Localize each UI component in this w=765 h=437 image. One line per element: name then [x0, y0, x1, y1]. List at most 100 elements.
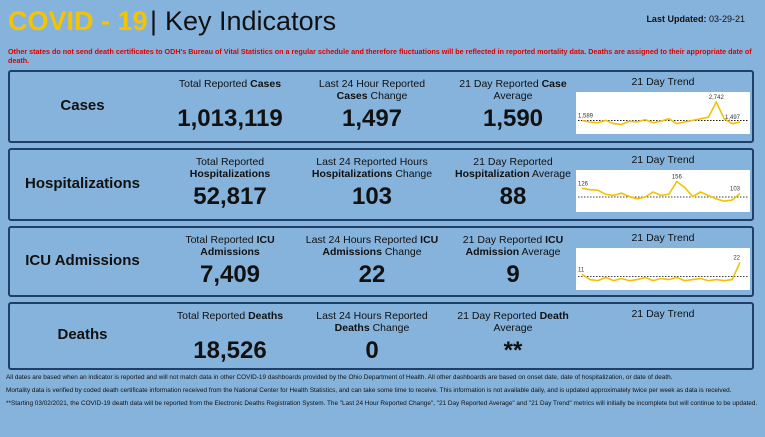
point-label: 1,497: [725, 115, 741, 121]
notice: Other states do not send death certifica…: [8, 47, 752, 65]
sparkline-bg: [576, 92, 750, 134]
updated-date: 03-29-21: [708, 14, 745, 24]
stat-label-part: Change: [367, 90, 408, 102]
stat-label-part: 21 Day Reported: [457, 310, 540, 322]
stat-label-part: ICU Admissions: [200, 234, 275, 258]
updated-label: Last Updated:: [646, 14, 707, 24]
point-label: 103: [730, 187, 741, 193]
stat-label-part: Average: [529, 168, 571, 180]
stat: Last 24 Reported Hours Hospitalizations …: [302, 156, 442, 212]
trend-title: 21 Day Trend: [631, 76, 695, 88]
point-label: 2,742: [709, 95, 725, 101]
footnote: All dates are based when an indicator is…: [6, 374, 673, 381]
stat-label: Total Reported Cases: [160, 78, 300, 104]
stat-label-part: ICU Admission: [465, 234, 564, 258]
stat-label-part: Deaths: [334, 322, 370, 334]
stat-label-part: ICU Admissions: [322, 234, 439, 258]
stat-label-part: Total Reported: [176, 310, 249, 322]
panel: Deaths Total Reported Deaths 18,526 Last 24…: [8, 302, 754, 370]
stat: 21 Day Reported Hospitalization Average 8…: [443, 156, 583, 212]
stat-label-part: Last 24 Hours Reported: [316, 310, 428, 322]
stat-value: 9: [506, 261, 520, 288]
stat-value: 88: [499, 183, 527, 210]
stat-value: 0: [365, 337, 379, 364]
stat: 21 Day Reported ICU Admission Average 9: [443, 234, 583, 290]
stat: Total Reported Hospitalizations 52,817: [160, 156, 300, 212]
stat-label-part: Average: [493, 90, 533, 102]
footnotes: All dates are based when an indicator is…: [6, 374, 758, 413]
stat-label: 21 Day Reported Hospitalization Average: [443, 156, 583, 182]
stat-label-part: Death: [539, 310, 569, 322]
stat-label-part: Last 24 Reported Hours: [316, 156, 428, 168]
point-label: 126: [578, 181, 589, 187]
sparkline-bg: [576, 248, 750, 290]
footnote: **Starting 03/02/2021, the COVID-19 deat…: [6, 400, 758, 407]
stat-label-part: Cases: [250, 78, 282, 90]
last-updated: Last Updated: 03-29-21: [646, 14, 745, 24]
stat-label: Last 24 Hours Reported ICU Admissions Ch…: [302, 234, 442, 260]
stat-value: 1,013,119: [177, 105, 283, 132]
stat-label-part: Hospitalizations: [189, 168, 271, 180]
title-highlight: COVID - 19: [8, 6, 148, 36]
stat-value: 52,817: [193, 183, 267, 210]
stat-label-part: Average: [493, 322, 533, 334]
title-separator: |: [150, 6, 158, 36]
stat-label-part: Deaths: [248, 310, 284, 322]
stat: Total Reported Deaths 18,526: [160, 310, 300, 366]
stat-label: 21 Day Reported ICU Admission Average: [443, 234, 583, 260]
stat-label-part: Change: [392, 168, 433, 180]
stat-label: Last 24 Hours Reported Deaths Change: [302, 310, 442, 336]
stat-label-part: 21 Day Reported: [462, 234, 546, 246]
stat-label-part: Total Reported: [195, 156, 265, 168]
panel-name: ICU Admissions: [25, 251, 140, 269]
stat-label-part: Average: [519, 246, 561, 258]
panel: Cases Total Reported Cases 1,013,119 Last 2…: [8, 70, 754, 143]
stat-label-part: 21 Day Reported: [459, 78, 542, 90]
stat-label: Total Reported Hospitalizations: [160, 156, 300, 182]
stat-label: Total Reported ICU Admissions: [160, 234, 300, 260]
stat-value: 18,526: [193, 337, 267, 364]
stat-value: 1,497: [341, 105, 403, 132]
panel-name: Hospitalizations: [24, 174, 140, 192]
stat: Total Reported ICU Admissions 7,409: [160, 234, 300, 290]
stat-label-part: Last 24 Hour Reported: [318, 78, 426, 90]
stat-label-part: Hospitalizations: [311, 168, 393, 180]
sparkline: 11 22: [576, 248, 750, 290]
panel: ICU Admissions Total Reported ICU Admissi…: [8, 226, 754, 297]
stat-value: 1,590: [482, 105, 544, 132]
stat: Last 24 Hours Reported Deaths Change 0: [302, 310, 442, 366]
point-label: 156: [672, 174, 683, 180]
stat: Last 24 Hours Reported ICU Admissions Ch…: [302, 234, 442, 290]
stat-label-part: 21 Day Reported: [473, 156, 553, 168]
stat: 21 Day Reported Death Average **: [443, 310, 583, 366]
trend-title: 21 Day Trend: [631, 232, 695, 244]
stat-label-part: Total Reported: [178, 78, 251, 90]
stat: Total Reported Cases 1,013,119: [160, 78, 300, 134]
stat-value: 103: [351, 183, 393, 210]
stat-label-part: Hospitalization: [455, 168, 530, 180]
panel: Hospitalizations Total Reported Hospitali…: [8, 148, 754, 221]
footnote: Mortality data is verified by coded deat…: [6, 387, 732, 394]
stat-value: 7,409: [199, 261, 261, 288]
point-label: 22: [733, 256, 740, 262]
stat-label: Last 24 Reported Hours Hospitalizations …: [302, 156, 442, 182]
stat-label-part: Case: [541, 78, 567, 90]
trend-line: [581, 100, 741, 126]
stat-label-part: Cases: [336, 90, 368, 102]
stat-label-part: Total Reported: [185, 234, 257, 246]
stat-value: **: [503, 337, 523, 364]
sparkline: 1,589 2,742 1,497: [576, 92, 750, 134]
stat: 21 Day Reported Case Average 1,590: [443, 78, 583, 134]
title: Key Indicators: [165, 6, 337, 36]
trend-line: [581, 262, 741, 282]
trend-title: 21 Day Trend: [631, 154, 695, 166]
stat-label-part: Last 24 Hours Reported: [305, 234, 421, 246]
sparkline-bg: [576, 170, 750, 212]
stat-value: 22: [358, 261, 386, 288]
sparkline: 126 156 103: [576, 170, 750, 212]
stat-label: 21 Day Reported Death Average: [443, 310, 583, 336]
stat-label: Total Reported Deaths: [160, 310, 300, 336]
stat-label-part: Change: [369, 322, 410, 334]
stat-label: 21 Day Reported Case Average: [443, 78, 583, 104]
